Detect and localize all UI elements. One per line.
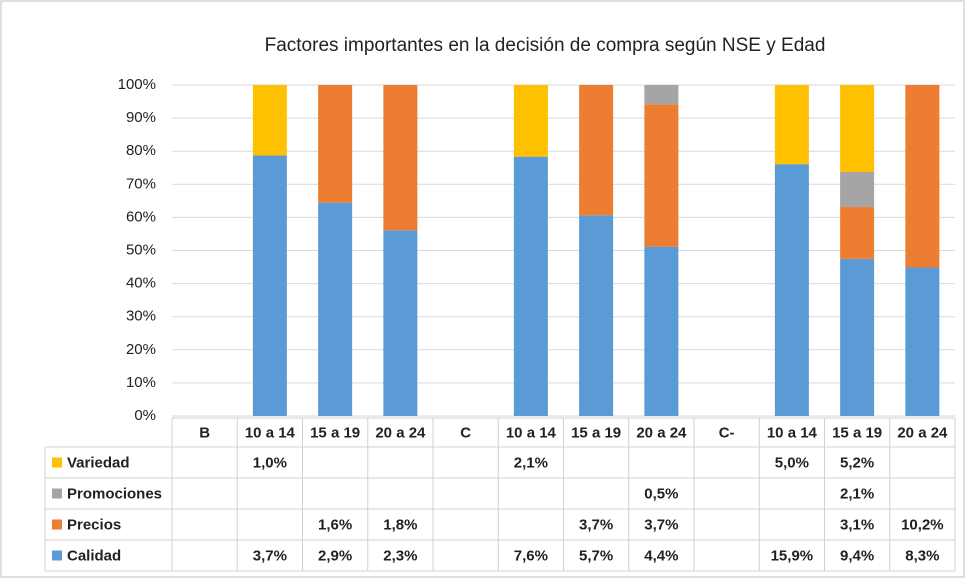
legend-key bbox=[52, 550, 62, 561]
bar-segment bbox=[774, 85, 809, 165]
legend-label: Promociones bbox=[67, 485, 162, 502]
data-label: 2,9% bbox=[318, 547, 352, 564]
bar-segment bbox=[318, 202, 353, 416]
data-label: 1,6% bbox=[318, 516, 352, 533]
x-tick-label: 20 a 24 bbox=[375, 424, 426, 441]
bar-segment bbox=[905, 267, 940, 416]
y-tick-label: 0% bbox=[134, 407, 156, 424]
legend-label: Calidad bbox=[67, 547, 121, 564]
bar-segment bbox=[513, 156, 548, 416]
bar-segment bbox=[840, 258, 875, 416]
legend-label: Variedad bbox=[67, 454, 130, 471]
legend-key bbox=[52, 457, 62, 468]
x-tick-label: 15 a 19 bbox=[571, 424, 621, 441]
data-label: 3,1% bbox=[840, 516, 874, 533]
x-tick-label: 10 a 14 bbox=[506, 424, 557, 441]
data-label: 5,0% bbox=[775, 454, 809, 471]
data-label: 10,2% bbox=[901, 516, 944, 533]
legend-key bbox=[52, 488, 62, 499]
y-tick-label: 90% bbox=[126, 109, 156, 126]
data-label: 3,7% bbox=[579, 516, 613, 533]
data-label: 1,0% bbox=[253, 454, 287, 471]
data-label: 3,7% bbox=[644, 516, 678, 533]
data-label: 4,4% bbox=[644, 547, 678, 564]
x-tick-label: C bbox=[460, 424, 471, 441]
y-tick-label: 20% bbox=[126, 341, 156, 358]
bar-segment bbox=[644, 246, 679, 416]
y-tick-label: 80% bbox=[126, 142, 156, 159]
bar-segment bbox=[579, 85, 614, 216]
x-tick-label: B bbox=[199, 424, 210, 441]
x-tick-label: 20 a 24 bbox=[897, 424, 948, 441]
bar-segment bbox=[774, 164, 809, 416]
x-tick-label: C- bbox=[719, 424, 735, 441]
data-label: 15,9% bbox=[771, 547, 814, 564]
bar-segment bbox=[840, 207, 875, 259]
data-label: 2,1% bbox=[840, 485, 874, 502]
legend-label: Precios bbox=[67, 516, 121, 533]
bar-segment bbox=[383, 85, 418, 231]
data-label: 7,6% bbox=[514, 547, 548, 564]
bar-segment bbox=[318, 85, 353, 203]
bar-segment bbox=[513, 85, 548, 157]
bar-segment bbox=[840, 85, 875, 172]
x-tick-label: 15 a 19 bbox=[832, 424, 882, 441]
data-label: 2,1% bbox=[514, 454, 548, 471]
data-label: 1,8% bbox=[383, 516, 417, 533]
bar-segment bbox=[252, 155, 287, 416]
y-tick-label: 100% bbox=[118, 76, 156, 93]
y-tick-label: 70% bbox=[126, 175, 156, 192]
bar-segment bbox=[252, 85, 287, 156]
data-label: 0,5% bbox=[644, 485, 678, 502]
bar-segment bbox=[383, 230, 418, 416]
bar-segment bbox=[644, 85, 679, 105]
chart-title: Factores importantes en la decisión de c… bbox=[265, 35, 826, 56]
bar-segment bbox=[579, 215, 614, 416]
y-tick-label: 50% bbox=[126, 241, 156, 258]
x-tick-label: 10 a 14 bbox=[245, 424, 296, 441]
y-tick-label: 40% bbox=[126, 275, 156, 292]
data-label: 5,2% bbox=[840, 454, 874, 471]
data-label: 3,7% bbox=[253, 547, 287, 564]
x-tick-label: 20 a 24 bbox=[636, 424, 687, 441]
bar-segment bbox=[644, 104, 679, 247]
x-tick-label: 15 a 19 bbox=[310, 424, 360, 441]
data-label: 2,3% bbox=[383, 547, 417, 564]
x-tick-label: 10 a 14 bbox=[767, 424, 818, 441]
data-label: 9,4% bbox=[840, 547, 874, 564]
y-tick-label: 60% bbox=[126, 208, 156, 225]
data-label: 8,3% bbox=[905, 547, 939, 564]
y-tick-label: 10% bbox=[126, 374, 156, 391]
bar-segment bbox=[905, 85, 940, 268]
bar-segment bbox=[840, 171, 875, 208]
legend-key bbox=[52, 519, 62, 530]
data-label: 5,7% bbox=[579, 547, 613, 564]
y-tick-label: 30% bbox=[126, 308, 156, 325]
